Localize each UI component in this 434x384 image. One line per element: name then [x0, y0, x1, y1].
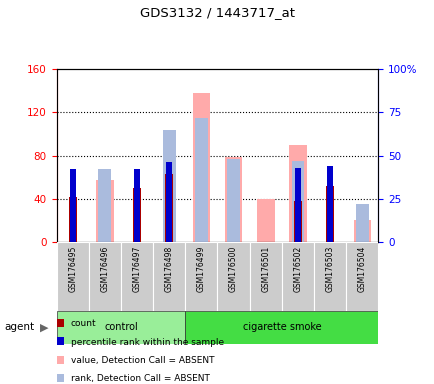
Bar: [227, 159, 240, 242]
Bar: [121, 242, 153, 311]
Bar: [162, 130, 175, 242]
Text: GSM176499: GSM176499: [197, 245, 205, 292]
Text: agent: agent: [4, 322, 34, 333]
Bar: [326, 186, 333, 242]
Bar: [133, 188, 141, 242]
Bar: [217, 242, 249, 311]
Text: GSM176500: GSM176500: [229, 245, 237, 292]
Text: value, Detection Call = ABSENT: value, Detection Call = ABSENT: [71, 356, 214, 365]
Bar: [185, 242, 217, 311]
Bar: [353, 220, 370, 242]
Bar: [98, 169, 111, 242]
Text: GSM176502: GSM176502: [293, 245, 302, 291]
Text: GSM176501: GSM176501: [261, 245, 270, 291]
Bar: [291, 161, 304, 242]
Text: GDS3132 / 1443717_at: GDS3132 / 1443717_at: [140, 6, 294, 19]
Bar: [166, 162, 172, 242]
Text: rank, Detection Call = ABSENT: rank, Detection Call = ABSENT: [71, 374, 209, 384]
Bar: [89, 242, 121, 311]
Bar: [69, 169, 76, 242]
Bar: [69, 197, 76, 242]
Text: GSM176495: GSM176495: [68, 245, 77, 292]
Text: GSM176497: GSM176497: [132, 245, 141, 292]
Bar: [249, 242, 281, 311]
Bar: [326, 166, 332, 242]
Bar: [289, 145, 306, 242]
Text: GSM176504: GSM176504: [357, 245, 366, 292]
Bar: [294, 168, 300, 242]
Text: cigarette smoke: cigarette smoke: [242, 322, 320, 333]
Bar: [281, 242, 313, 311]
Bar: [153, 242, 185, 311]
Bar: [185, 311, 378, 344]
Bar: [345, 242, 378, 311]
Bar: [56, 242, 89, 311]
Bar: [96, 180, 113, 242]
Bar: [256, 199, 274, 242]
Text: ▶: ▶: [40, 322, 49, 333]
Bar: [134, 169, 140, 242]
Text: GSM176503: GSM176503: [325, 245, 334, 292]
Bar: [293, 201, 301, 242]
Bar: [165, 174, 173, 242]
Text: GSM176496: GSM176496: [100, 245, 109, 292]
Bar: [194, 118, 207, 242]
Text: control: control: [104, 322, 138, 333]
Text: count: count: [71, 319, 96, 328]
Bar: [313, 242, 345, 311]
Bar: [192, 93, 210, 242]
Bar: [355, 204, 368, 242]
Bar: [224, 157, 242, 242]
Text: percentile rank within the sample: percentile rank within the sample: [71, 338, 224, 347]
Bar: [56, 311, 185, 344]
Text: GSM176498: GSM176498: [164, 245, 173, 291]
